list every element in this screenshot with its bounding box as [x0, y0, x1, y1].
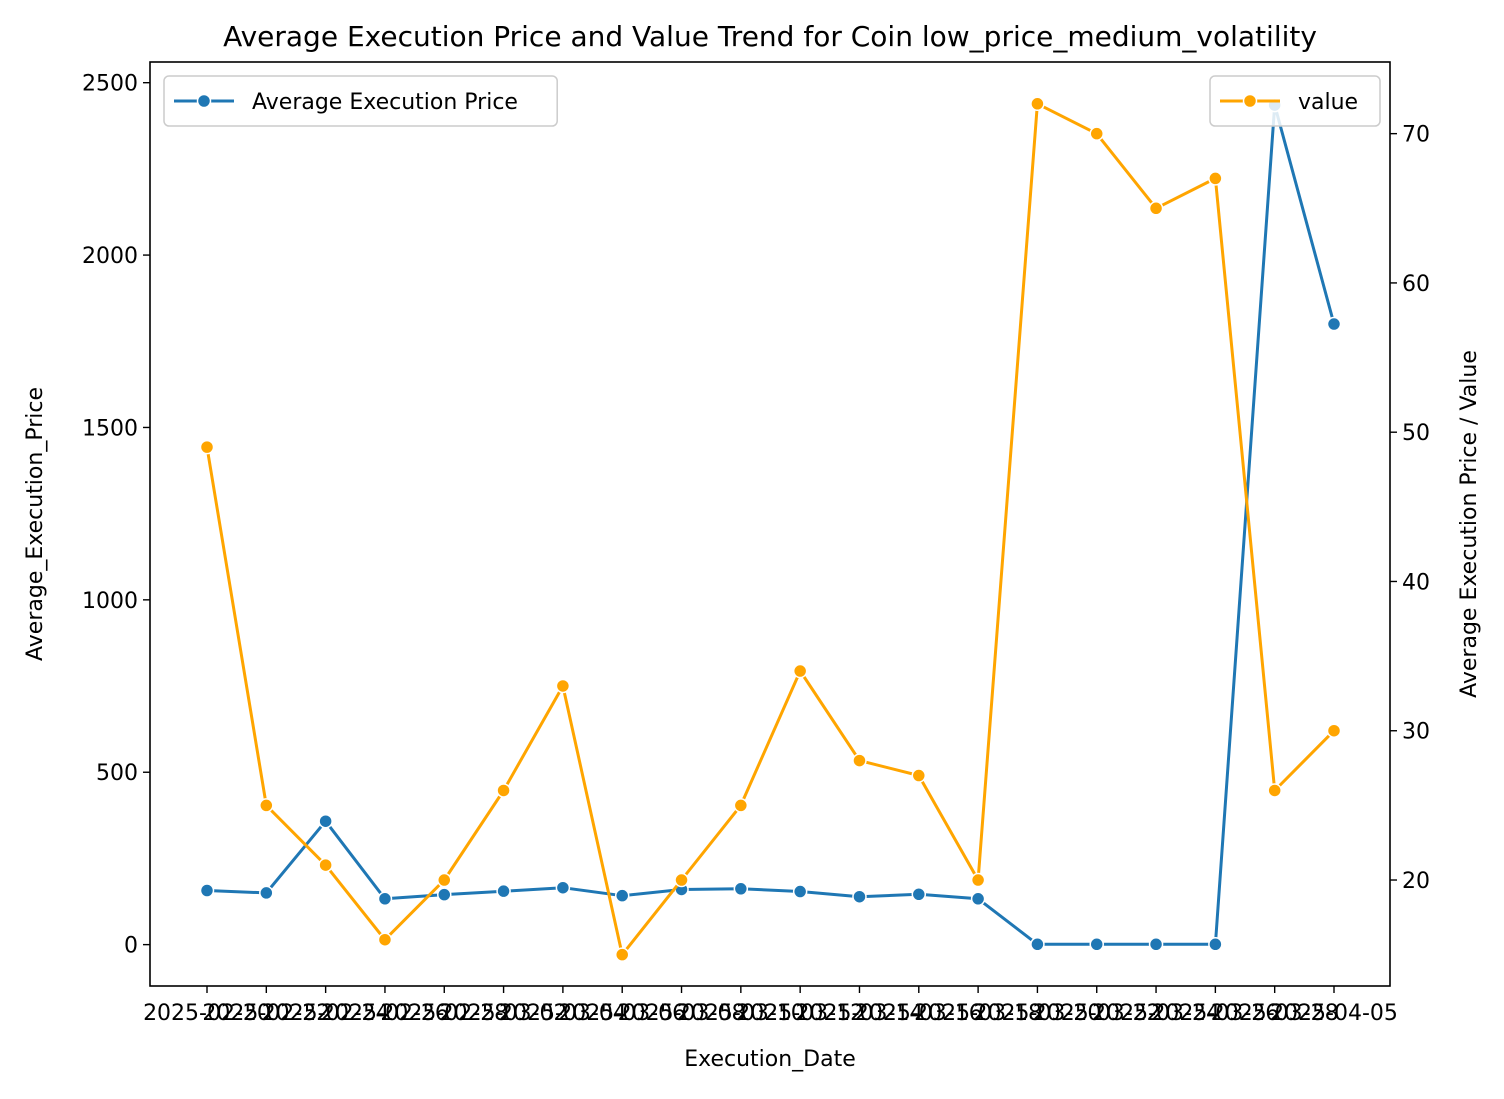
data-point-avg-price	[970, 891, 986, 907]
legend-box-value	[1209, 75, 1381, 127]
y-left-tick-label: 0	[124, 934, 138, 959]
legend-label-avg-price: Average Execution Price	[252, 90, 518, 115]
data-point-value	[1089, 126, 1104, 141]
data-point-avg-price	[555, 880, 571, 895]
y-right-tick-label: 60	[1402, 272, 1430, 297]
legend-box-avg-price	[163, 75, 558, 127]
data-point-value	[852, 753, 867, 768]
x-tick-label: 2025-03-20	[973, 1001, 1101, 1026]
data-point-avg-price	[1089, 937, 1104, 952]
data-point-value	[911, 768, 927, 783]
data-point-value	[437, 872, 452, 888]
y-left-tick-label: 500	[96, 761, 138, 786]
series-line-value	[205, 102, 1336, 957]
y-right-tick-label: 20	[1402, 869, 1430, 894]
data-point-value	[1326, 723, 1342, 738]
data-point-value	[1030, 96, 1045, 112]
data-point-avg-price	[1148, 937, 1164, 952]
data-point-value	[259, 798, 274, 813]
data-point-value	[733, 798, 749, 813]
data-point-avg-price	[852, 889, 867, 904]
y-left-tick-label: 1000	[82, 589, 138, 614]
data-point-avg-price	[792, 884, 808, 899]
data-point-avg-price	[199, 883, 215, 898]
data-point-value	[614, 947, 630, 962]
x-tick-label: 2025-03-16	[855, 1001, 983, 1026]
y-axis-left-label: Average_Execution_Price	[23, 387, 48, 661]
data-point-avg-price	[437, 887, 452, 902]
legend-marker-avg-price	[196, 93, 212, 109]
y-right-tick-label: 30	[1402, 720, 1430, 745]
data-point-avg-price	[377, 891, 393, 907]
x-tick-label: 2025-03-14	[796, 1001, 924, 1026]
x-tick-label: 2025-03-18	[914, 1001, 1042, 1026]
data-point-avg-price	[318, 813, 333, 829]
x-tick-label: 2025-03-24	[1092, 1001, 1220, 1026]
data-point-avg-price	[496, 883, 511, 899]
y-right-tick-label: 50	[1402, 421, 1430, 446]
data-point-value	[496, 783, 511, 798]
x-tick-label: 2025-02-22	[202, 1001, 330, 1026]
data-point-value	[970, 872, 986, 888]
x-tick-label: 2025-02-24	[262, 1001, 390, 1026]
data-point-value	[199, 439, 215, 455]
legend-marker-value	[1242, 93, 1258, 109]
data-point-value	[555, 678, 571, 694]
y-left-tick-label: 1500	[82, 416, 138, 441]
x-tick-label: 2025-03-10	[677, 1001, 805, 1026]
data-point-avg-price	[1030, 937, 1045, 952]
data-point-avg-price	[614, 888, 630, 903]
data-point-avg-price	[911, 887, 927, 902]
data-point-avg-price	[733, 881, 749, 897]
data-point-value	[318, 857, 333, 873]
x-tick-label: 2025-03-28	[1211, 1001, 1339, 1026]
x-tick-label: 2025-03-22	[1033, 1001, 1161, 1026]
plot-area: 2025-02-202025-02-222025-02-242025-02-26…	[82, 61, 1430, 1026]
x-tick-label: 2025-03-04	[499, 1001, 627, 1026]
x-tick-label: 2025-03-02	[440, 1001, 568, 1026]
data-point-value	[792, 663, 808, 679]
x-tick-label: 2025-02-20	[143, 1001, 271, 1026]
x-tick-label: 2025-03-06	[558, 1001, 686, 1026]
y-axis-right-label: Average Execution Price / Value	[1457, 350, 1482, 698]
chart-title: Average Execution Price and Value Trend …	[223, 20, 1317, 53]
data-point-avg-price	[259, 885, 274, 901]
x-tick-label: 2025-02-26	[321, 1001, 449, 1026]
data-point-value	[1148, 201, 1164, 216]
plot-frame	[149, 61, 1391, 987]
y-left-tick-label: 2500	[82, 72, 138, 97]
x-tick-label: 2025-03-26	[1151, 1001, 1279, 1026]
x-axis-label: Execution_Date	[684, 1047, 856, 1072]
data-point-avg-price	[1326, 316, 1342, 332]
data-point-value	[377, 932, 393, 947]
x-tick-label: 2025-03-08	[618, 1001, 746, 1026]
data-point-value	[674, 872, 689, 888]
y-right-tick-label: 40	[1402, 570, 1430, 595]
x-tick-label: 2025-04-05	[1270, 1001, 1398, 1026]
y-left-tick-label: 2000	[82, 244, 138, 269]
data-point-avg-price	[1208, 937, 1223, 952]
y-right-tick-label: 70	[1402, 123, 1430, 148]
data-point-value	[1267, 783, 1282, 798]
x-tick-label: 2025-02-28	[380, 1001, 508, 1026]
series-line-avg-price	[206, 103, 1336, 946]
x-tick-label: 2025-03-12	[736, 1001, 864, 1026]
data-point-value	[1208, 171, 1223, 186]
legend-label-value: value	[1298, 90, 1358, 115]
